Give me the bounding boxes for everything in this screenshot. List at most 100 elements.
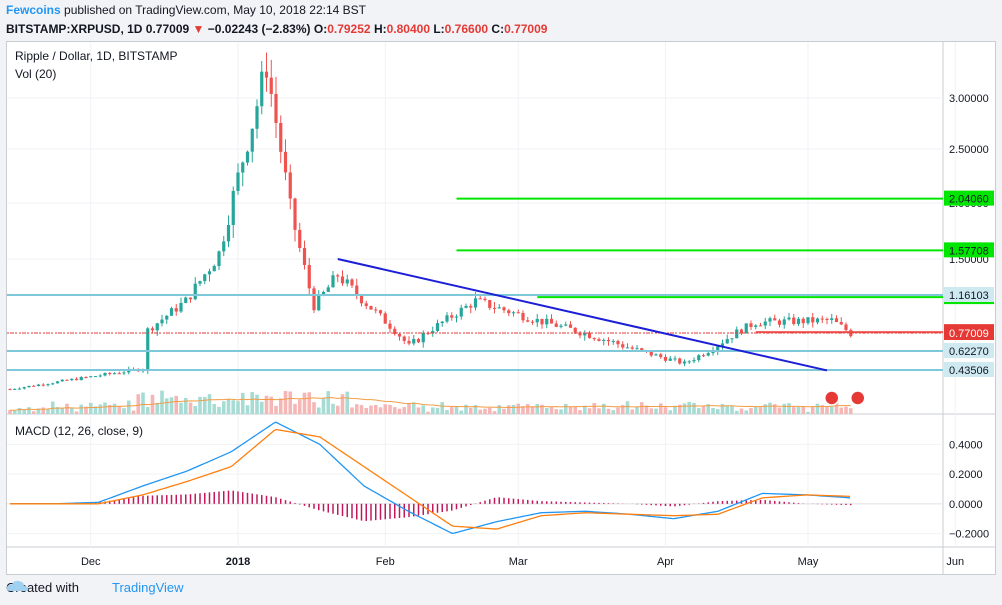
volume-bar <box>164 398 169 414</box>
candle-body <box>668 358 672 361</box>
volume-bar <box>516 403 521 414</box>
candle-body <box>269 77 273 94</box>
candle-body <box>483 298 487 301</box>
candle-body <box>749 323 753 327</box>
y-tick-label: 2.50000 <box>949 144 989 156</box>
volume-bar <box>677 404 682 414</box>
volume-bar <box>578 410 582 414</box>
x-tick-label: Dec <box>81 556 101 568</box>
candle-body <box>611 340 615 342</box>
candle-body <box>768 318 772 322</box>
candle-body <box>469 305 473 308</box>
volume-bar <box>644 405 649 414</box>
ohlc-high-label: H: <box>373 22 387 36</box>
candle-body <box>51 383 55 385</box>
candle-body <box>302 247 307 265</box>
candle-body <box>84 377 88 379</box>
candle-body <box>13 388 17 390</box>
volume-bar <box>250 391 255 414</box>
volume-bar <box>112 403 117 414</box>
macd-histogram-group <box>56 490 852 522</box>
volume-bar <box>654 408 658 414</box>
chart-svg[interactable]: Dec2018FebMarAprMayJun3.000002.500002.00… <box>7 42 995 574</box>
signal-line <box>10 428 851 530</box>
volume-bar <box>487 407 492 414</box>
volume-bar <box>492 411 497 414</box>
volume-bar <box>601 403 606 414</box>
volume-bar <box>435 407 440 414</box>
candle-body <box>478 298 482 300</box>
candle-body <box>122 372 126 374</box>
tradingview-link[interactable]: TradingView <box>112 580 184 595</box>
macd-y-tick-label: −0.2000 <box>949 529 989 541</box>
volume-bar <box>231 400 236 414</box>
candle-body <box>359 295 364 304</box>
candle-body <box>678 358 682 364</box>
candle-body <box>830 318 834 320</box>
volume-bar <box>820 405 825 414</box>
candle-body <box>32 385 36 387</box>
candle-body <box>255 106 259 129</box>
volume-bar <box>255 394 259 414</box>
ohlc-high-value: 0.80400 <box>386 22 430 36</box>
volume-bar <box>549 406 554 414</box>
candle-body <box>393 328 397 334</box>
volume-bar <box>544 407 549 414</box>
candle-body <box>326 287 330 292</box>
candles-group <box>8 52 853 391</box>
candle-body <box>497 307 501 309</box>
volume-bar <box>107 404 112 414</box>
candle-body <box>511 312 516 314</box>
volume-bar <box>421 405 426 414</box>
price-tag-bg <box>944 286 994 302</box>
volume-bar <box>259 401 264 414</box>
volume-bar <box>131 410 136 414</box>
candle-body <box>725 339 729 344</box>
volume-bar <box>169 397 174 414</box>
candle-body <box>364 303 368 306</box>
candle-body <box>602 339 606 341</box>
candle-body <box>473 298 478 308</box>
volume-bar <box>202 396 207 414</box>
ohlc-close-label: C: <box>491 22 505 36</box>
volume-bar <box>321 397 326 414</box>
candle-body <box>150 328 155 331</box>
publish-info: Fewcoins published on TradingView.com, M… <box>6 2 366 18</box>
volume-bar <box>307 392 312 414</box>
candle-body <box>744 323 748 334</box>
volume-bar <box>293 403 297 414</box>
volume-bar <box>606 408 611 414</box>
candle-body <box>146 328 150 370</box>
volume-bar <box>673 405 677 414</box>
candle-body <box>355 285 359 296</box>
volume-bar <box>117 406 122 414</box>
candle-body <box>625 347 630 349</box>
volume-ma-line <box>9 397 851 411</box>
candle-body <box>274 93 278 123</box>
created-with-text: Created with <box>6 580 79 595</box>
candle-body <box>112 373 117 375</box>
volume-bar <box>278 398 283 414</box>
volume-bar <box>335 405 340 414</box>
price-tag-bg <box>944 324 994 340</box>
candle-body <box>264 71 269 78</box>
candle-body <box>454 316 459 318</box>
x-tick-label: Apr <box>657 556 674 568</box>
candle-body <box>440 321 444 324</box>
chart-container[interactable]: Dec2018FebMarAprMayJun3.000002.500002.00… <box>6 41 996 575</box>
volume-bar <box>41 407 46 414</box>
volume-bar <box>8 410 12 414</box>
candle-body <box>188 297 193 300</box>
candle-body <box>839 322 843 325</box>
candle-body <box>321 291 326 295</box>
volume-bar <box>445 410 449 414</box>
volume-bar <box>440 402 445 414</box>
volume-bar <box>364 407 369 414</box>
candle-body <box>545 318 549 325</box>
candle-body <box>331 275 335 288</box>
volume-bar <box>454 406 459 414</box>
volume-bar <box>701 406 706 414</box>
candle-body <box>597 339 601 341</box>
price-tag-bg <box>944 242 994 258</box>
author-link[interactable]: Fewcoins <box>6 3 61 17</box>
